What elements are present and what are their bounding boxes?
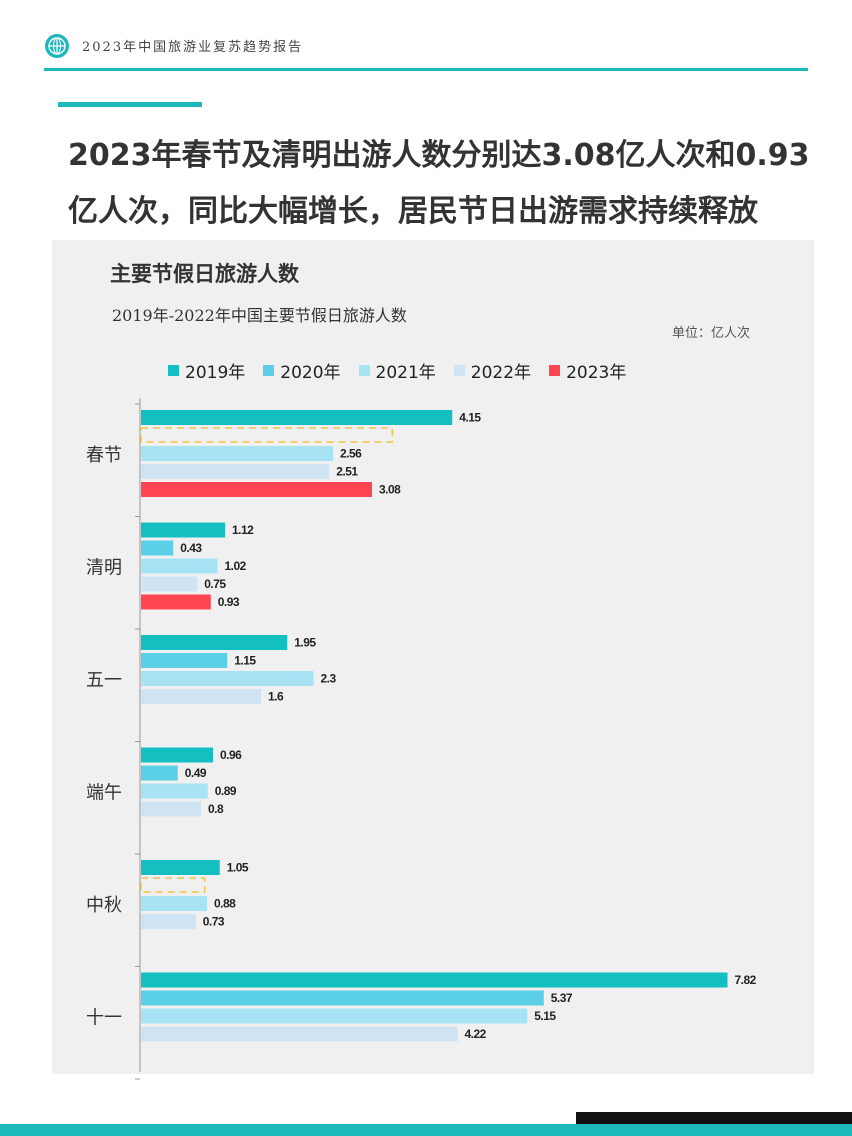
bar (141, 1008, 528, 1024)
legend-swatch-2022 (453, 365, 465, 376)
data-label: 0.8 (208, 802, 224, 816)
bar (141, 464, 330, 479)
data-label: 4.22 (465, 1027, 487, 1041)
legend-label-2022: 2022年 (470, 363, 532, 383)
bar (141, 1026, 458, 1042)
data-label: 2.56 (340, 447, 362, 461)
data-label: 1.05 (227, 861, 249, 875)
data-label: 0.93 (218, 595, 240, 609)
category-label: 中秋 (86, 895, 122, 916)
bar (141, 896, 207, 911)
data-label: 5.37 (551, 991, 573, 1005)
data-label: 0.43 (180, 541, 202, 555)
bar (141, 783, 208, 799)
bar (141, 446, 333, 461)
data-label: 2.3 (321, 672, 337, 686)
legend-item-2020: 2020年 (263, 358, 341, 383)
bar (141, 410, 453, 425)
legend-swatch-2021 (358, 365, 370, 376)
bar (141, 972, 728, 988)
header-rule (44, 68, 808, 71)
bar (141, 482, 372, 497)
data-label: 3.08 (379, 483, 401, 497)
bar (141, 689, 261, 704)
data-label: 4.15 (459, 411, 481, 425)
category-label: 清明 (86, 558, 122, 579)
data-label: 1.02 (225, 559, 247, 573)
bar (141, 671, 314, 686)
data-label: 1.95 (294, 636, 316, 650)
data-label: 0.73 (203, 915, 225, 929)
bar (141, 540, 174, 556)
unit-label: 单位：亿人次 (672, 326, 751, 341)
data-label: 1.12 (232, 523, 254, 537)
data-label: 0.49 (185, 766, 207, 780)
category-label: 端午 (86, 783, 122, 804)
chart-legend: 2019年 2020年 2021年 2022年 2023年 (168, 358, 626, 383)
data-label: 0.75 (204, 577, 226, 591)
legend-label-2020: 2020年 (280, 363, 341, 383)
data-label: 1.6 (268, 690, 284, 704)
chart-subtitle: 2019年-2022年中国主要节假日旅游人数 (112, 306, 407, 325)
bar (141, 747, 213, 763)
report-title: 2023年中国旅游业复苏趋势报告 (82, 40, 304, 55)
data-label: 2.51 (336, 465, 358, 479)
data-label: 1.15 (234, 654, 256, 668)
bar (141, 860, 220, 875)
missing-data-placeholder (140, 877, 206, 893)
legend-label-2019: 2019年 (185, 363, 246, 383)
bar (141, 653, 228, 668)
accent-bar (58, 102, 202, 107)
data-label: 0.89 (215, 784, 237, 798)
legend-item-2019: 2019年 (168, 358, 245, 383)
data-label: 5.15 (534, 1009, 556, 1023)
category-label: 十一 (86, 1008, 122, 1029)
bar (141, 914, 196, 929)
chart-title: 主要节假日旅游人数 (110, 262, 299, 286)
legend-item-2021: 2021年 (358, 358, 436, 383)
data-label: 0.88 (214, 897, 236, 911)
bar (141, 635, 288, 650)
bar (141, 594, 211, 610)
legend-swatch-2020 (263, 365, 275, 376)
bar (141, 522, 225, 538)
bar (141, 558, 218, 574)
bar (141, 990, 544, 1006)
footer-bar-dark (576, 1112, 852, 1124)
legend-item-2023: 2023年 (549, 358, 626, 383)
legend-label-2021: 2021年 (375, 363, 436, 383)
footer-bar-teal (0, 1124, 852, 1136)
data-label: 7.82 (735, 973, 757, 987)
category-label: 春节 (86, 445, 122, 466)
bar (141, 765, 178, 781)
legend-swatch-2023 (549, 365, 561, 376)
legend-label-2023: 2023年 (566, 363, 627, 383)
missing-data-placeholder (140, 427, 393, 443)
legend-item-2022: 2022年 (453, 358, 532, 383)
category-label: 五一 (86, 670, 122, 691)
page-headline: 2023年春节及清明出游人数分别达3.08亿人次和0.93亿人次，同比大幅增长，… (68, 138, 810, 229)
legend-swatch-2019 (168, 365, 179, 376)
bar (141, 801, 201, 817)
data-label: 0.96 (220, 748, 242, 762)
bar (141, 576, 198, 592)
globe-icon (45, 34, 69, 58)
